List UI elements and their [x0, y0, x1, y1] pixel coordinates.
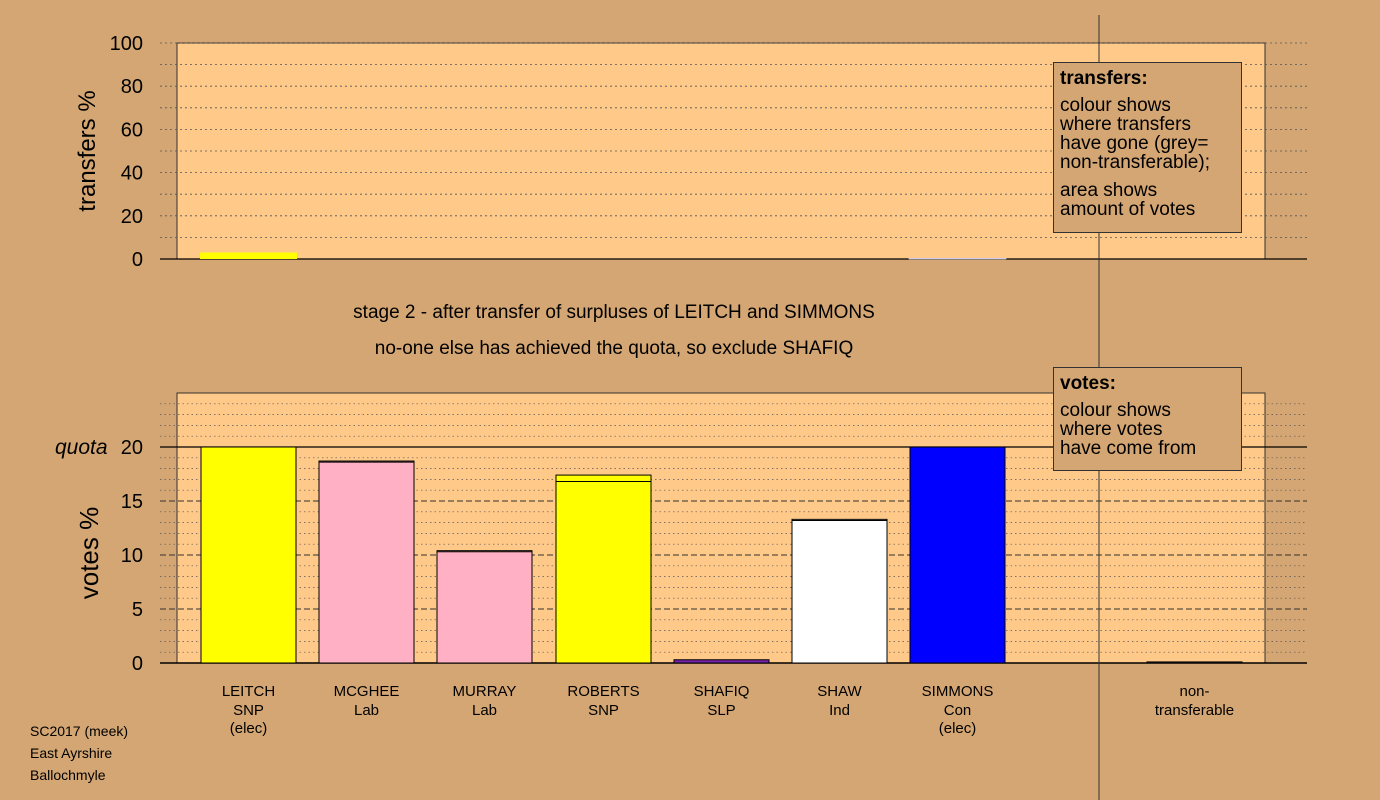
candidate-party-label: Lab: [354, 702, 379, 719]
transfers-tick-label: 0: [132, 249, 143, 271]
transfers-legend-line: where transfers: [1060, 114, 1191, 135]
transfer-bar: [200, 252, 297, 259]
vote-bar: [909, 446, 1006, 664]
transfers-legend-title: transfers:: [1060, 68, 1148, 89]
votes-legend-title: votes:: [1060, 373, 1116, 394]
vote-bar: [200, 446, 297, 664]
transfer-bar: [908, 258, 1007, 260]
transfers-legend-line: area shows: [1060, 180, 1158, 201]
transfers-legend-line: colour shows: [1060, 95, 1171, 116]
transfers-tick-label: 60: [121, 119, 143, 141]
candidate-name-label: LEITCH: [222, 683, 275, 700]
transfers-legend-line: amount of votes: [1060, 199, 1196, 220]
votes-tick-label: 15: [121, 491, 143, 513]
candidate-name-label: SHAW: [817, 683, 862, 700]
candidate-name-label: MURRAY: [453, 683, 517, 700]
nontransferable-label: non-: [1179, 683, 1209, 700]
votes-tick-label: 0: [132, 653, 143, 675]
candidate-name-label: SIMMONS: [922, 683, 994, 700]
transfers-legend: transfers: colour shows where transfers …: [1053, 62, 1242, 233]
vote-bar: [673, 659, 770, 664]
votes-axis-label: votes %: [74, 507, 104, 600]
votes-legend-line: where votes: [1060, 419, 1163, 440]
vote-bar: [555, 474, 652, 664]
transfers-axis-label: transfers %: [74, 90, 101, 211]
footer-ward: Ballochmyle: [30, 767, 106, 783]
vote-bar: [318, 460, 415, 664]
candidate-party-label: SLP: [707, 702, 735, 719]
stage-subtitle: no-one else has achieved the quota, so e…: [375, 338, 853, 359]
candidate-party-label: SNP: [233, 702, 264, 719]
candidate-elected-label: (elec): [230, 720, 268, 737]
transfers-legend-line: have gone (grey=: [1060, 133, 1209, 154]
nontransferable-label: transferable: [1155, 702, 1234, 719]
nontransferable-bar: [1146, 661, 1243, 664]
transfers-tick-label: 40: [121, 163, 143, 185]
footer-council: East Ayrshire: [30, 745, 113, 761]
candidate-elected-label: (elec): [939, 720, 977, 737]
votes-legend-line: colour shows: [1060, 400, 1171, 421]
vote-bar: [791, 518, 888, 664]
votes-legend: votes: colour shows where votes have com…: [1053, 367, 1242, 471]
transfers-tick-label: 20: [121, 206, 143, 228]
votes-tick-label: 5: [132, 599, 143, 621]
votes-legend-line: have come from: [1060, 438, 1197, 459]
candidate-party-label: SNP: [588, 702, 619, 719]
stage-title: stage 2 - after transfer of surpluses of…: [353, 302, 875, 323]
quota-label: quota: [55, 436, 108, 459]
candidate-party-label: Lab: [472, 702, 497, 719]
transfers-legend-line: non-transferable);: [1060, 152, 1210, 173]
votes-tick-label: 20: [121, 437, 143, 459]
transfers-tick-label: 100: [110, 33, 143, 55]
candidate-name-label: MCGHEE: [334, 683, 400, 700]
footer-election: SC2017 (meek): [30, 723, 129, 739]
candidate-name-label: ROBERTS: [567, 683, 639, 700]
transfers-tick-label: 80: [121, 76, 143, 98]
votes-tick-label: 10: [121, 545, 143, 567]
footer-info: SC2017 (meek) East Ayrshire Ballochmyle: [30, 720, 128, 786]
candidate-name-label: SHAFIQ: [694, 683, 750, 700]
candidate-party-label: Con: [944, 702, 972, 719]
candidate-party-label: Ind: [829, 702, 850, 719]
vote-bar: [436, 550, 533, 664]
